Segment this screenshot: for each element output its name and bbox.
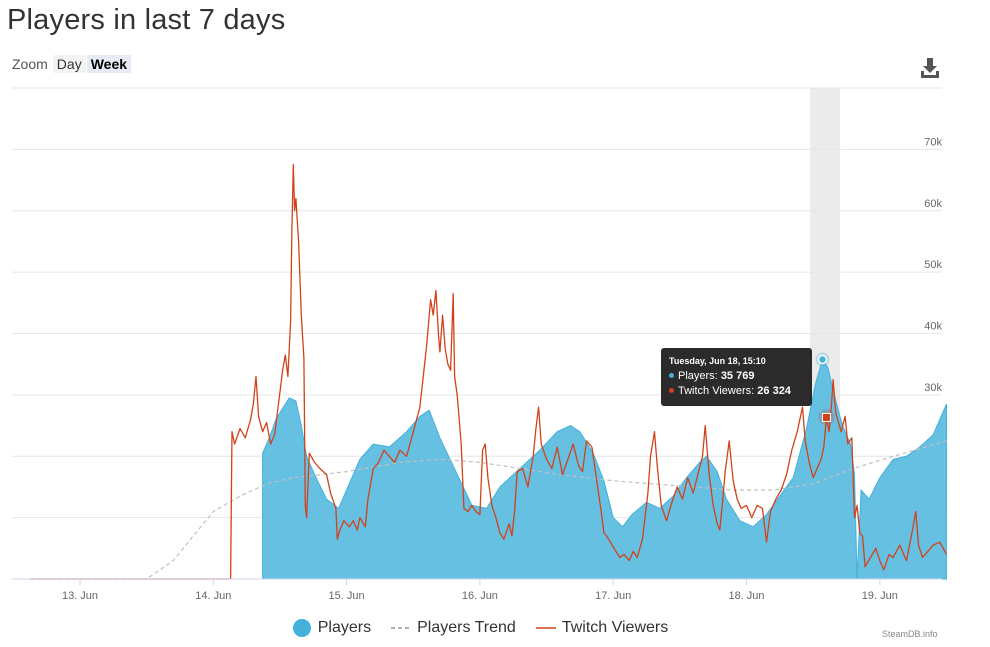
zoom-bar: Zoom Day Week <box>12 55 132 73</box>
tooltip-twitch-row: Twitch Viewers: 26 324 <box>669 384 804 399</box>
x-tick-label: 15. Jun <box>329 590 365 602</box>
players-trend-legend-icon <box>391 627 412 629</box>
y-tick-label: 30k <box>924 382 942 394</box>
chart-legend: Players Players Trend Twitch Viewers <box>0 618 960 638</box>
players-dot-icon <box>669 372 674 378</box>
legend-label-players: Players <box>317 619 372 636</box>
y-tick-label: 60k <box>924 198 942 210</box>
x-tick-label: 18. Jun <box>728 590 764 602</box>
x-tick-label: 13. Jun <box>62 590 98 602</box>
legend-label-twitch-viewers: Twitch Viewers <box>561 619 669 636</box>
x-tick-label: 19. Jun <box>862 590 898 602</box>
twitch-hover-marker <box>821 412 831 422</box>
players-area <box>262 358 947 580</box>
y-tick-label: 40k <box>924 321 942 333</box>
x-tick-label: 17. Jun <box>595 590 631 602</box>
legend-item-players[interactable]: Players <box>292 618 371 638</box>
download-icon <box>921 58 939 78</box>
legend-item-twitch-viewers[interactable]: Twitch Viewers <box>535 618 669 638</box>
tooltip-twitch-label: Twitch Viewers: <box>678 385 755 397</box>
download-button[interactable] <box>918 55 942 79</box>
players-trend-line <box>30 440 947 580</box>
tooltip-players-value: 35 769 <box>720 370 755 382</box>
tooltip-date: Tuesday, Jun 18, 15:10 <box>669 356 766 366</box>
tooltip-players-row: Players: 35 769 <box>669 369 804 384</box>
twitch-legend-icon <box>535 627 556 629</box>
y-tick-label: 70k <box>924 136 942 148</box>
twitch-dot-icon <box>669 387 674 393</box>
chart-tooltip: Tuesday, Jun 18, 15:10 Players: 35 769 T… <box>661 348 812 406</box>
players-hover-marker <box>817 354 828 365</box>
legend-item-players-trend[interactable]: Players Trend <box>391 618 516 638</box>
x-tick-label: 16. Jun <box>462 590 498 602</box>
x-tick-label: 14. Jun <box>195 590 231 602</box>
zoom-week-button[interactable]: Week <box>86 55 132 73</box>
players-legend-icon <box>292 619 311 637</box>
y-tick-label: 50k <box>924 259 942 271</box>
chart-title: Players in last 7 days <box>7 4 286 36</box>
credit-text: SteamDB.info <box>882 629 938 639</box>
tooltip-players-label: Players: <box>678 370 718 382</box>
tooltip-twitch-value: 26 324 <box>757 385 791 397</box>
twitch-viewers-line <box>30 164 948 580</box>
zoom-day-button[interactable]: Day <box>52 55 86 73</box>
zoom-label: Zoom <box>12 56 48 72</box>
legend-label-players-trend: Players Trend <box>417 619 516 636</box>
